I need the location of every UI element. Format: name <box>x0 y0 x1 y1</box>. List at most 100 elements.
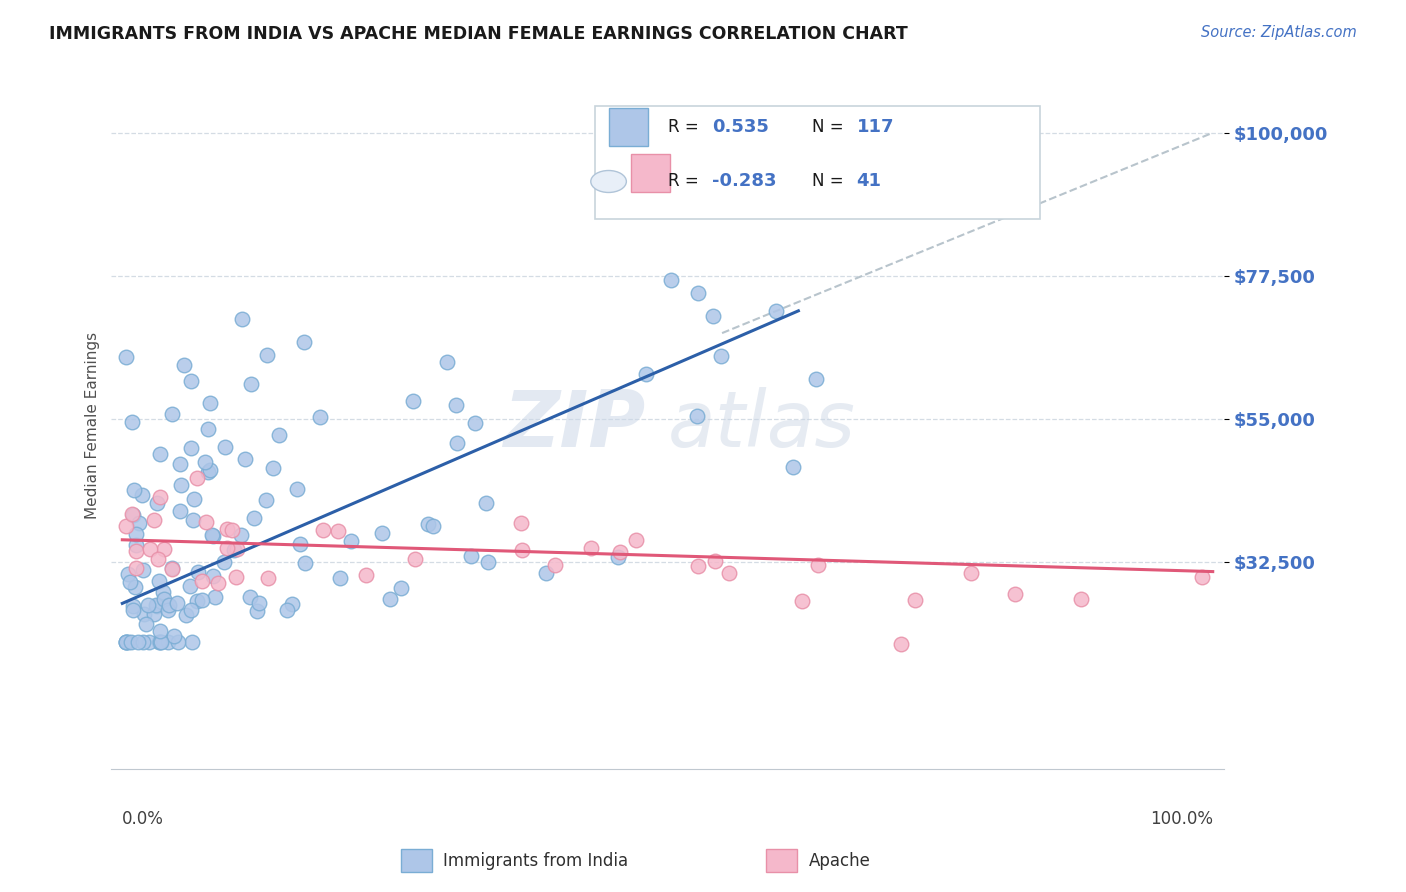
Point <box>446 435 468 450</box>
Point <box>959 566 981 580</box>
Point <box>131 488 153 502</box>
Point <box>704 554 727 568</box>
Point <box>191 592 214 607</box>
Point <box>262 460 284 475</box>
Point <box>285 482 308 496</box>
Point <box>136 599 159 613</box>
Point <box>510 543 533 558</box>
Point <box>187 565 209 579</box>
Point <box>239 590 262 604</box>
Circle shape <box>591 170 626 193</box>
Point <box>114 634 136 648</box>
Point <box>157 599 180 613</box>
Point <box>804 371 827 385</box>
Point <box>292 334 315 349</box>
Point <box>124 581 146 595</box>
Point <box>288 537 311 551</box>
Point <box>276 603 298 617</box>
Point <box>169 477 191 491</box>
Point <box>329 571 352 585</box>
Point <box>229 527 252 541</box>
Point <box>281 597 304 611</box>
Point <box>173 359 195 373</box>
Point <box>686 559 709 574</box>
Point <box>169 458 191 472</box>
Text: 0.535: 0.535 <box>711 119 769 136</box>
Point <box>225 542 247 557</box>
Text: Source: ZipAtlas.com: Source: ZipAtlas.com <box>1201 25 1357 40</box>
Point <box>179 579 201 593</box>
Text: ZIP: ZIP <box>503 387 645 463</box>
Point <box>418 516 440 531</box>
Point <box>389 582 412 596</box>
Point <box>117 567 139 582</box>
FancyBboxPatch shape <box>595 106 1040 219</box>
Point <box>221 523 243 537</box>
Point <box>246 604 269 618</box>
Point <box>149 624 172 639</box>
Point <box>243 511 266 525</box>
Point <box>114 519 136 533</box>
Point <box>444 398 467 412</box>
Point <box>180 441 202 455</box>
Point <box>378 591 401 606</box>
Point <box>1191 570 1213 584</box>
Point <box>145 599 167 613</box>
Point <box>122 483 145 497</box>
Point <box>790 593 813 607</box>
Point <box>117 634 139 648</box>
Point <box>198 396 221 410</box>
Text: N =: N = <box>813 172 844 191</box>
Point <box>152 585 174 599</box>
Point <box>186 471 208 485</box>
Text: 0.0%: 0.0% <box>122 810 165 828</box>
Point <box>256 348 278 362</box>
Point <box>212 555 235 569</box>
Point <box>710 350 733 364</box>
Point <box>183 492 205 507</box>
Point <box>224 543 246 558</box>
Point <box>326 524 349 539</box>
Point <box>685 409 707 423</box>
Point <box>422 519 444 533</box>
Point <box>718 566 741 581</box>
Text: Apache: Apache <box>808 852 870 870</box>
Point <box>233 451 256 466</box>
Point <box>340 533 363 548</box>
Point <box>294 556 316 570</box>
Point <box>464 416 486 430</box>
Point <box>180 374 202 388</box>
Point <box>782 459 804 474</box>
Point <box>132 562 155 576</box>
Point <box>127 634 149 648</box>
Point <box>153 541 176 556</box>
Point <box>661 273 683 287</box>
Point <box>475 496 498 510</box>
Text: R =: R = <box>668 119 699 136</box>
Point <box>160 561 183 575</box>
Point <box>169 504 191 518</box>
Point <box>162 629 184 643</box>
Point <box>215 522 238 536</box>
Point <box>121 415 143 429</box>
Point <box>125 527 148 541</box>
Point <box>257 571 280 585</box>
Point <box>509 516 531 530</box>
Point <box>174 607 197 622</box>
Point <box>194 455 217 469</box>
Point <box>145 599 167 614</box>
Point <box>197 422 219 436</box>
Point <box>225 570 247 584</box>
Point <box>688 285 710 300</box>
Point <box>607 550 630 565</box>
Point <box>122 603 145 617</box>
Point <box>142 607 165 621</box>
Point <box>149 634 172 648</box>
Point <box>157 603 180 617</box>
Point <box>308 409 330 424</box>
Point <box>142 513 165 527</box>
Point <box>149 634 172 648</box>
Point <box>139 541 162 556</box>
Text: N =: N = <box>813 119 844 136</box>
Text: 117: 117 <box>856 119 894 136</box>
